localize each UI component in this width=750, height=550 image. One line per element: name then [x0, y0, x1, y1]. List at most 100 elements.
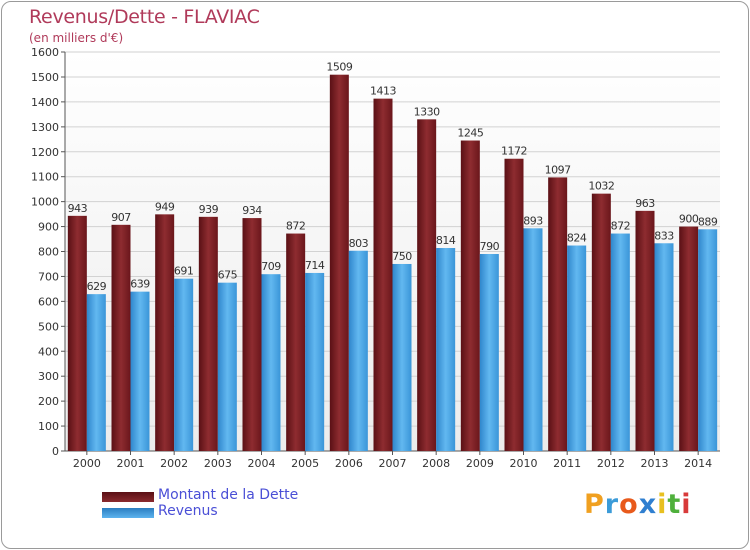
x-tick-label: 2007	[379, 457, 407, 470]
data-label-dette: 1509	[326, 61, 352, 74]
data-label-revenus: 889	[698, 215, 718, 228]
data-label-dette: 1172	[501, 145, 527, 158]
data-label-dette: 1097	[545, 163, 571, 176]
data-label-dette: 939	[199, 203, 219, 216]
legend-swatch-revenus	[102, 508, 154, 518]
y-tick-label: 400	[38, 345, 59, 358]
x-tick-label: 2005	[291, 457, 319, 470]
bar-revenus	[479, 253, 499, 451]
logo-letter: i	[657, 489, 668, 520]
data-label-revenus: 790	[480, 240, 500, 253]
data-label-revenus: 750	[392, 250, 412, 263]
legend-swatch-dette	[102, 492, 154, 502]
data-label-revenus: 691	[174, 265, 194, 278]
bar-revenus	[654, 243, 674, 451]
y-tick-label: 1000	[31, 196, 59, 209]
bar-revenus	[130, 291, 150, 451]
y-tick-label: 800	[38, 246, 59, 259]
bar-revenus	[305, 272, 325, 451]
bar-dette	[286, 233, 306, 451]
data-label-revenus: 872	[611, 220, 631, 233]
bar-revenus	[610, 233, 630, 451]
y-tick-label: 1600	[31, 46, 59, 59]
data-label-dette: 1032	[588, 180, 614, 193]
bar-revenus	[436, 248, 456, 451]
data-label-revenus: 714	[305, 259, 325, 272]
x-tick-label: 2010	[510, 457, 538, 470]
bar-dette	[373, 98, 393, 452]
data-label-revenus: 629	[87, 280, 107, 293]
bar-dette	[679, 226, 699, 451]
bar-dette	[417, 119, 437, 452]
bar-revenus	[86, 294, 106, 451]
y-tick-label: 1400	[31, 96, 59, 109]
data-label-dette: 949	[155, 200, 175, 213]
y-tick-label: 1100	[31, 171, 59, 184]
x-tick-label: 2008	[422, 457, 450, 470]
x-tick-label: 2000	[73, 457, 101, 470]
bar-revenus	[698, 229, 718, 451]
data-label-dette: 963	[635, 197, 655, 210]
y-tick-label: 0	[52, 445, 59, 458]
data-label-dette: 943	[68, 202, 88, 215]
y-tick-label: 1200	[31, 146, 59, 159]
bar-revenus	[567, 245, 587, 451]
chart-title: Revenus/Dette - FLAVIAC	[29, 6, 260, 28]
bar-dette	[67, 215, 87, 451]
data-label-dette: 1413	[370, 85, 396, 98]
bar-dette	[329, 74, 349, 452]
x-tick-label: 2003	[204, 457, 232, 470]
logo-letter: x	[638, 489, 658, 520]
data-label-revenus: 893	[523, 214, 543, 227]
bar-dette	[504, 158, 524, 452]
bar-dette	[198, 216, 218, 451]
logo-letter: P	[584, 489, 605, 520]
logo-letter: i	[681, 489, 692, 520]
data-label-revenus: 803	[349, 237, 369, 250]
bar-dette	[460, 140, 480, 451]
bar-dette	[155, 214, 175, 451]
x-tick-label: 2011	[553, 457, 581, 470]
data-label-dette: 907	[111, 211, 131, 224]
y-tick-label: 100	[38, 420, 59, 433]
bar-revenus	[392, 263, 412, 451]
y-tick-label: 600	[38, 295, 59, 308]
bar-revenus	[523, 228, 543, 451]
chart-subtitle: (en milliers d'€)	[29, 31, 124, 45]
data-label-dette: 934	[242, 204, 262, 217]
data-label-revenus: 833	[654, 229, 674, 242]
data-label-revenus: 709	[261, 260, 281, 273]
bar-dette	[548, 177, 568, 452]
bar-dette	[591, 193, 611, 451]
x-tick-label: 2001	[117, 457, 145, 470]
data-label-dette: 872	[286, 220, 306, 233]
logo-letter: o	[619, 489, 639, 520]
x-tick-label: 2004	[248, 457, 276, 470]
bar-revenus	[217, 282, 237, 451]
proxiti-logo: Proxiti	[584, 489, 692, 520]
logo-letter: r	[604, 489, 620, 520]
legend-label-dette: Montant de la Dette	[158, 487, 299, 503]
data-label-dette: 900	[679, 213, 699, 226]
y-tick-label: 1500	[31, 71, 59, 84]
x-tick-label: 2002	[160, 457, 188, 470]
y-tick-label: 200	[38, 395, 59, 408]
bar-dette	[111, 224, 131, 451]
data-label-revenus: 639	[130, 278, 150, 291]
data-label-dette: 1245	[457, 127, 483, 140]
x-tick-label: 2012	[597, 457, 625, 470]
bar-dette	[242, 218, 262, 451]
y-tick-label: 900	[38, 221, 59, 234]
x-tick-label: 2013	[641, 457, 669, 470]
logo-letter: t	[667, 489, 682, 520]
data-label-dette: 1330	[414, 105, 440, 118]
data-label-revenus: 824	[567, 232, 587, 245]
legend-label-revenus: Revenus	[158, 503, 218, 519]
y-tick-label: 1300	[31, 121, 59, 134]
data-label-revenus: 675	[218, 269, 238, 282]
bar-dette	[635, 210, 655, 451]
bar-revenus	[174, 278, 194, 451]
y-tick-label: 300	[38, 370, 59, 383]
